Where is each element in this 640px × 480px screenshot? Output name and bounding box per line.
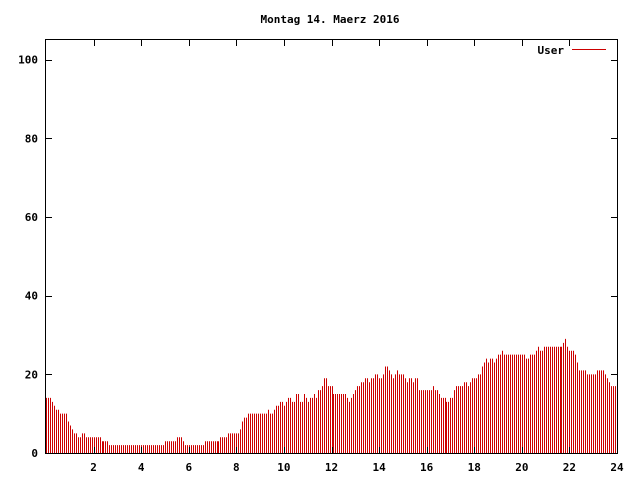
y-tick-labels: 0 20 40 60 80 100 bbox=[18, 54, 38, 460]
x-tick-label: 10 bbox=[277, 461, 290, 474]
x-tick-label: 14 bbox=[372, 461, 386, 474]
y-tick-label: 100 bbox=[18, 54, 38, 67]
y-tick-label: 0 bbox=[31, 447, 38, 460]
chart-title: Montag 14. Maerz 2016 bbox=[260, 13, 399, 26]
x-tick-label: 16 bbox=[420, 461, 434, 474]
legend: User bbox=[538, 44, 606, 57]
x-tick-label: 12 bbox=[325, 461, 338, 474]
x-tick-label: 22 bbox=[563, 461, 576, 474]
x-tick-label: 24 bbox=[610, 461, 624, 474]
x-tick-label: 6 bbox=[185, 461, 192, 474]
x-tick-label: 18 bbox=[468, 461, 481, 474]
y-tick-label: 40 bbox=[25, 290, 38, 303]
bar-series-user bbox=[46, 338, 616, 453]
y-tick-label: 80 bbox=[25, 132, 38, 145]
x-tick-labels: 2 4 6 8 10 12 14 16 18 20 22 24 bbox=[90, 461, 624, 474]
y-tick-label: 20 bbox=[25, 368, 38, 381]
legend-label: User bbox=[538, 44, 565, 57]
plot-frame bbox=[45, 39, 618, 454]
x-tick-label: 8 bbox=[233, 461, 240, 474]
axis-ticks bbox=[46, 40, 617, 453]
x-tick-label: 20 bbox=[515, 461, 528, 474]
y-tick-label: 60 bbox=[25, 211, 38, 224]
x-tick-label: 2 bbox=[90, 461, 97, 474]
x-tick-label: 4 bbox=[138, 461, 145, 474]
